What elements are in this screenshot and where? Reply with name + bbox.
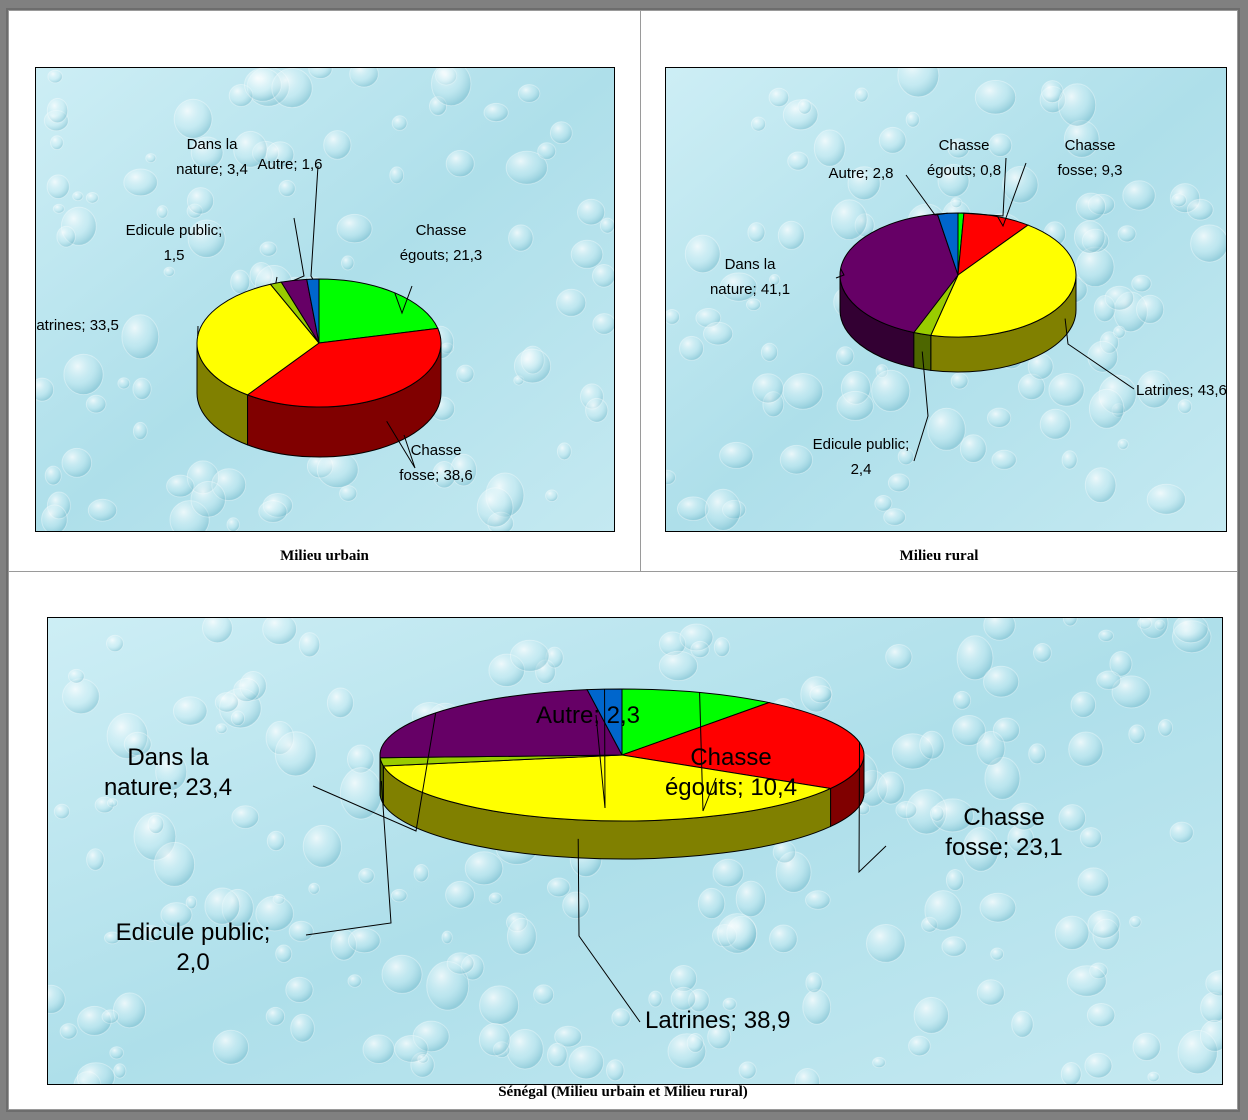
pie-labels: Chasse égouts; 10,4 Chasse fosse; 23,1 Latri… — [104, 689, 1063, 1034]
label-chasse-fosse-line: fosse; 9,3 — [1057, 162, 1122, 179]
label-autre: Autre; 2,8 — [828, 165, 893, 182]
leader-chasse-egouts — [699, 692, 717, 812]
figure-frame: Chasse égouts; 21,3 Chasse fosse; 38,6 Latri… — [6, 8, 1240, 1112]
leader-latrines — [1064, 318, 1135, 390]
leader-chasse-egouts — [394, 285, 413, 315]
leader-autre — [595, 689, 606, 809]
label-dans-la-nature-line: Dans la — [187, 136, 239, 153]
caption-senegal: Sénégal (Milieu urbain et Milieu rural) — [498, 1084, 748, 1100]
pie-top — [379, 688, 865, 822]
label-autre: Autre; 1,6 — [257, 156, 322, 173]
label-edicule-public-line: 2,4 — [851, 461, 872, 478]
slice-edicule-public-side — [913, 331, 932, 371]
pie-top — [196, 278, 442, 408]
label-dans-la-nature: Dans la nature; 41,1 — [710, 256, 790, 298]
label-chasse-egouts-line: Chasse — [939, 137, 990, 154]
slice-dans-la-nature — [839, 213, 959, 334]
label-dans-la-nature-line: nature; 3,4 — [176, 161, 248, 178]
label-edicule-public: Edicule public; 1,5 — [126, 222, 223, 264]
label-chasse-egouts-line: égouts; 0,8 — [927, 162, 1001, 179]
leader-edicule-public — [305, 780, 392, 936]
caption-urban: Milieu urbain — [280, 548, 369, 564]
chart-rural: Chasse égouts; 0,8 Chasse fosse; 9,3 Latrine… — [665, 67, 1227, 532]
label-autre-line: Autre; 2,3 — [536, 702, 640, 729]
label-edicule-public-line: Edicule public; — [116, 919, 271, 946]
label-dans-la-nature-line: nature; 41,1 — [710, 281, 790, 298]
label-edicule-public-line: Edicule public; — [126, 222, 223, 239]
chart-urban: Chasse égouts; 21,3 Chasse fosse; 38,6 Latri… — [35, 67, 615, 532]
leader-autre — [310, 165, 319, 280]
leader-latrines — [577, 838, 641, 1023]
label-chasse-fosse-line: fosse; 38,6 — [399, 467, 472, 484]
leader-dans-la-nature — [293, 217, 305, 281]
leader-dans-la-nature — [835, 268, 845, 279]
pie-senegal: Chasse égouts; 10,4 Chasse fosse; 23,1 Latri… — [48, 618, 1222, 1084]
pie-top — [839, 212, 1077, 338]
leader-chasse-egouts — [960, 157, 1007, 217]
slice-latrines — [930, 224, 1077, 338]
label-chasse-fosse: Chasse fosse; 9,3 — [1057, 137, 1122, 179]
slice-latrines — [196, 283, 320, 396]
label-edicule-public: Edicule public; 2,0 — [116, 919, 271, 976]
leader-chasse-fosse — [386, 420, 416, 469]
label-autre: Autre; 2,3 — [536, 702, 640, 729]
slice-latrines — [382, 754, 833, 822]
label-chasse-fosse: Chasse fosse; 38,6 — [399, 442, 472, 484]
leader-edicule-public — [275, 276, 278, 284]
label-chasse-fosse-line: Chasse — [963, 804, 1044, 831]
label-edicule-public-line: 2,0 — [176, 949, 209, 976]
pie-labels: Chasse égouts; 21,3 Chasse fosse; 38,6 Latri… — [36, 136, 482, 484]
cell-senegal: Chasse égouts; 10,4 Chasse fosse; 23,1 Latri… — [8, 571, 1238, 1110]
label-latrines: Latrines; 43,6 — [1136, 382, 1227, 399]
caption-rural: Milieu rural — [899, 548, 979, 564]
label-dans-la-nature-line: Dans la — [127, 744, 209, 771]
label-chasse-fosse-line: Chasse — [1065, 137, 1116, 154]
pie-sides — [839, 274, 1077, 373]
label-edicule-public-line: 1,5 — [164, 247, 185, 264]
label-chasse-fosse-line: fosse; 23,1 — [945, 834, 1062, 861]
label-latrines-line: Latrines; 38,9 — [645, 1007, 790, 1034]
cell-urban: Chasse égouts; 21,3 Chasse fosse; 38,6 Latri… — [8, 10, 641, 572]
slice-chasse-fosse — [246, 327, 442, 408]
leader-chasse-fosse — [858, 742, 887, 874]
label-chasse-fosse: Chasse fosse; 23,1 — [945, 804, 1062, 861]
leader-dans-la-nature — [312, 712, 437, 832]
label-chasse-egouts-line: Chasse — [416, 222, 467, 239]
cell-rural: Chasse égouts; 0,8 Chasse fosse; 9,3 Latrine… — [640, 10, 1238, 572]
label-chasse-egouts: Chasse égouts; 21,3 — [400, 222, 483, 264]
leader-edicule-public — [913, 351, 929, 462]
label-chasse-egouts-line: Chasse — [690, 744, 771, 771]
leader-autre — [905, 174, 948, 216]
chart-senegal: Chasse égouts; 10,4 Chasse fosse; 23,1 Latri… — [47, 617, 1223, 1085]
label-latrines-line: Latrines; 33,5 — [36, 317, 119, 334]
label-chasse-fosse-line: Chasse — [411, 442, 462, 459]
label-chasse-egouts-line: égouts; 10,4 — [665, 774, 797, 801]
label-dans-la-nature: Dans la nature; 3,4 — [176, 136, 248, 178]
label-edicule-public-line: Edicule public; — [813, 436, 910, 453]
leader-chasse-fosse — [997, 162, 1027, 228]
label-latrines: Latrines; 33,5 — [36, 317, 119, 334]
slice-autre — [306, 278, 320, 344]
label-chasse-egouts: Chasse égouts; 0,8 — [927, 137, 1001, 179]
label-dans-la-nature: Dans la nature; 23,4 — [104, 744, 232, 801]
label-chasse-egouts-line: égouts; 21,3 — [400, 247, 483, 264]
label-chasse-egouts: Chasse égouts; 10,4 — [665, 744, 797, 801]
label-dans-la-nature-line: nature; 23,4 — [104, 774, 232, 801]
label-latrines-line: Latrines; 43,6 — [1136, 382, 1227, 399]
label-dans-la-nature-line: Dans la — [725, 256, 777, 273]
pie-labels: Chasse égouts; 0,8 Chasse fosse; 9,3 Latrine… — [710, 137, 1227, 478]
label-latrines: Latrines; 38,9 — [645, 1007, 790, 1034]
label-edicule-public: Edicule public; 2,4 — [813, 436, 910, 478]
label-autre-line: Autre; 1,6 — [257, 156, 322, 173]
pie-urban: Chasse égouts; 21,3 Chasse fosse; 38,6 Latri… — [36, 68, 614, 531]
label-autre-line: Autre; 2,8 — [828, 165, 893, 182]
slice-chasse-fosse — [621, 702, 865, 789]
pie-rural: Chasse égouts; 0,8 Chasse fosse; 9,3 Latrine… — [666, 68, 1227, 531]
